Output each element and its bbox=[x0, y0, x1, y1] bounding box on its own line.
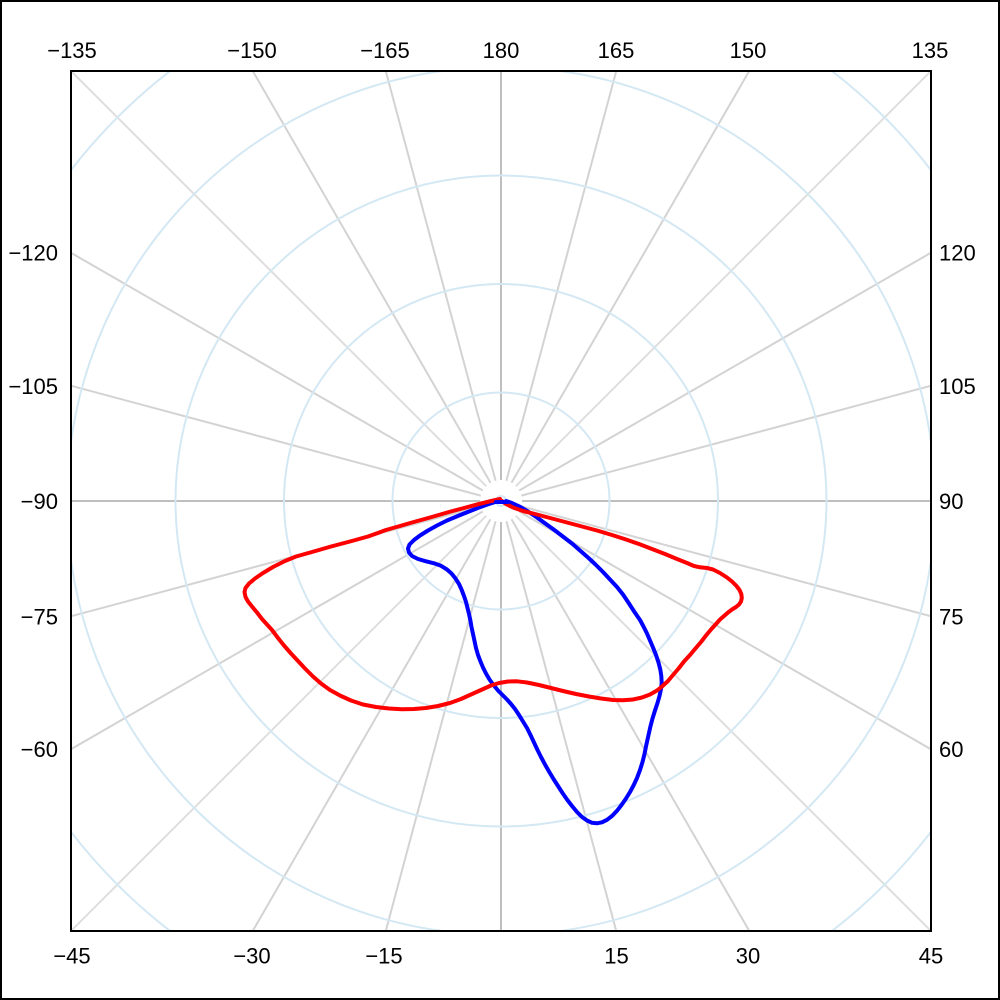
svg-text:−120: −120 bbox=[8, 241, 58, 266]
svg-text:30: 30 bbox=[736, 944, 760, 969]
svg-text:120: 120 bbox=[939, 241, 976, 266]
svg-text:−60: −60 bbox=[21, 737, 58, 762]
svg-text:−105: −105 bbox=[8, 374, 58, 399]
svg-text:60: 60 bbox=[939, 737, 963, 762]
svg-text:135: 135 bbox=[912, 38, 949, 63]
svg-text:180: 180 bbox=[483, 38, 520, 63]
svg-text:45: 45 bbox=[919, 944, 943, 969]
svg-text:90: 90 bbox=[939, 489, 963, 514]
svg-text:−45: −45 bbox=[53, 944, 90, 969]
svg-text:−90: −90 bbox=[21, 489, 58, 514]
svg-text:105: 105 bbox=[939, 374, 976, 399]
svg-text:−15: −15 bbox=[365, 944, 402, 969]
svg-text:−135: −135 bbox=[47, 38, 97, 63]
svg-text:−150: −150 bbox=[227, 38, 277, 63]
svg-text:−30: −30 bbox=[233, 944, 270, 969]
svg-text:150: 150 bbox=[730, 38, 767, 63]
svg-text:−75: −75 bbox=[21, 605, 58, 630]
svg-text:15: 15 bbox=[604, 944, 628, 969]
svg-text:75: 75 bbox=[939, 605, 963, 630]
svg-text:165: 165 bbox=[598, 38, 635, 63]
svg-text:−165: −165 bbox=[360, 38, 410, 63]
